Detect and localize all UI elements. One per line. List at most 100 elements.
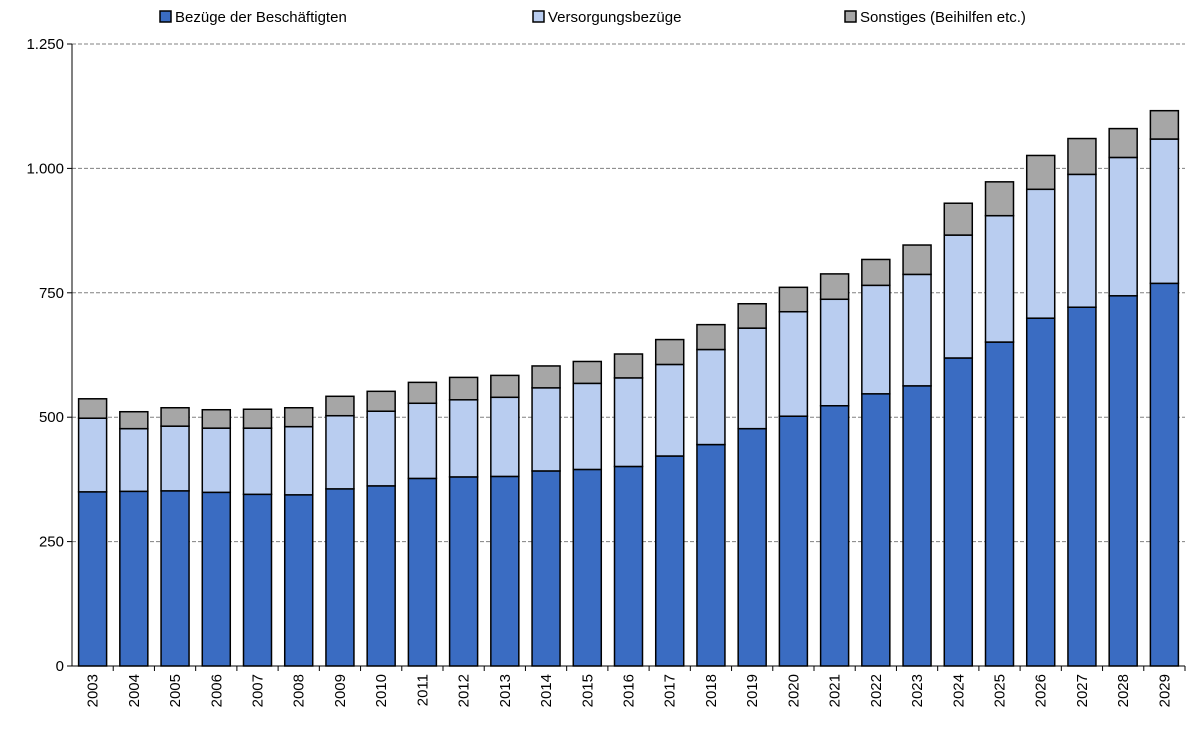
bar-segment [490,475,520,667]
x-tick-label: 2017 [662,674,679,707]
bar-segment [943,357,974,667]
bar-segment [1149,282,1180,667]
x-tick-label: 2015 [579,674,596,707]
legend-swatch [159,10,172,23]
bar-segment [819,405,850,667]
bar-segment [160,406,190,427]
bar-segment [366,410,396,487]
bar-segment [654,455,685,667]
bar-segment [448,376,479,401]
bar-segment [984,341,1015,667]
bar-segment [737,327,767,430]
bar-segment [531,470,561,667]
x-tick-label: 2023 [909,674,926,707]
x-tick-label: 2011 [414,674,431,706]
x-tick-label: 2004 [126,674,143,707]
bar-segment [242,427,273,496]
x-tick-label: 2009 [332,674,349,707]
bar-segment [1067,306,1097,667]
bar-segment [654,338,685,366]
bar-segment [696,443,726,667]
bar-segment [1025,317,1056,667]
bar-segment [737,427,767,667]
x-tick-label: 2013 [497,674,514,707]
bar-segment [325,395,355,417]
bar-segment [201,491,232,667]
bar-segment [861,393,891,667]
x-tick-label: 2006 [208,674,225,707]
bar-segment [696,348,726,446]
bar-segment [1149,109,1180,140]
bar-segment [283,425,314,496]
bar-segment [119,427,149,493]
bar-segment [778,415,809,667]
bar-segment [572,382,603,471]
bar-segment [490,374,520,399]
bar-segment [1067,137,1097,176]
x-tick-label: 2022 [868,674,885,707]
bar-segment [613,353,644,379]
bar-segment [902,244,932,276]
bar-segment [1108,127,1138,159]
bar-segment [819,273,850,301]
y-tick-label: 250 [39,534,64,551]
bar-segment [1149,138,1180,285]
x-tick-label: 2003 [85,674,102,707]
bar-segment [984,214,1015,343]
bar-segment [943,202,974,236]
x-tick-label: 2005 [167,674,184,707]
legend-label: Sonstiges (Beihilfen etc.) [860,9,1026,26]
bar-segment [160,425,190,492]
bar-segment [819,298,850,407]
bar-segment [613,465,644,667]
bar-segment [119,410,149,430]
x-tick-label: 2010 [373,674,390,707]
bar-segment [77,398,108,419]
x-tick-label: 2026 [1033,674,1050,707]
legend-swatch [532,10,545,23]
bar-segment [861,284,891,395]
bar-segment [242,408,273,429]
bar-segment [737,302,767,329]
bar-segment [1025,154,1056,191]
bar-segment [1067,173,1097,308]
x-tick-label: 2027 [1074,674,1091,707]
bar-segment [119,490,149,667]
bar-segment [283,494,314,667]
y-tick-label: 750 [39,285,64,302]
x-tick-label: 2019 [744,674,761,707]
bar-segment [201,427,232,494]
bar-segment [407,402,438,480]
x-tick-label: 2016 [621,674,638,707]
bar-segment [572,360,603,385]
y-tick-label: 0 [56,658,64,675]
bar-segment [201,408,232,429]
x-tick-label: 2029 [1156,674,1173,707]
x-tick-label: 2008 [291,674,308,707]
bar-segment [77,491,108,667]
x-tick-label: 2021 [827,674,844,707]
x-tick-label: 2018 [703,674,720,707]
y-tick-label: 500 [39,409,64,426]
bar-segment [778,310,809,417]
bar-segment [696,323,726,351]
x-tick-label: 2007 [250,674,267,707]
bar-segment [1108,295,1138,667]
bar-segment [572,468,603,667]
bar-segment [902,273,932,387]
legend-swatch [844,10,857,23]
bar-segment [531,387,561,472]
y-tick-label: 1.250 [26,36,64,53]
bar-segment [448,399,479,478]
bar-segment [366,485,396,667]
bar-segment [654,363,685,457]
x-tick-label: 2028 [1115,674,1132,707]
bar-segment [325,414,355,490]
bar-segment [407,381,438,405]
bar-segment [531,365,561,389]
bar-segment [943,234,974,359]
x-tick-label: 2020 [785,674,802,707]
x-tick-label: 2024 [950,674,967,707]
bar-segment [778,286,809,313]
